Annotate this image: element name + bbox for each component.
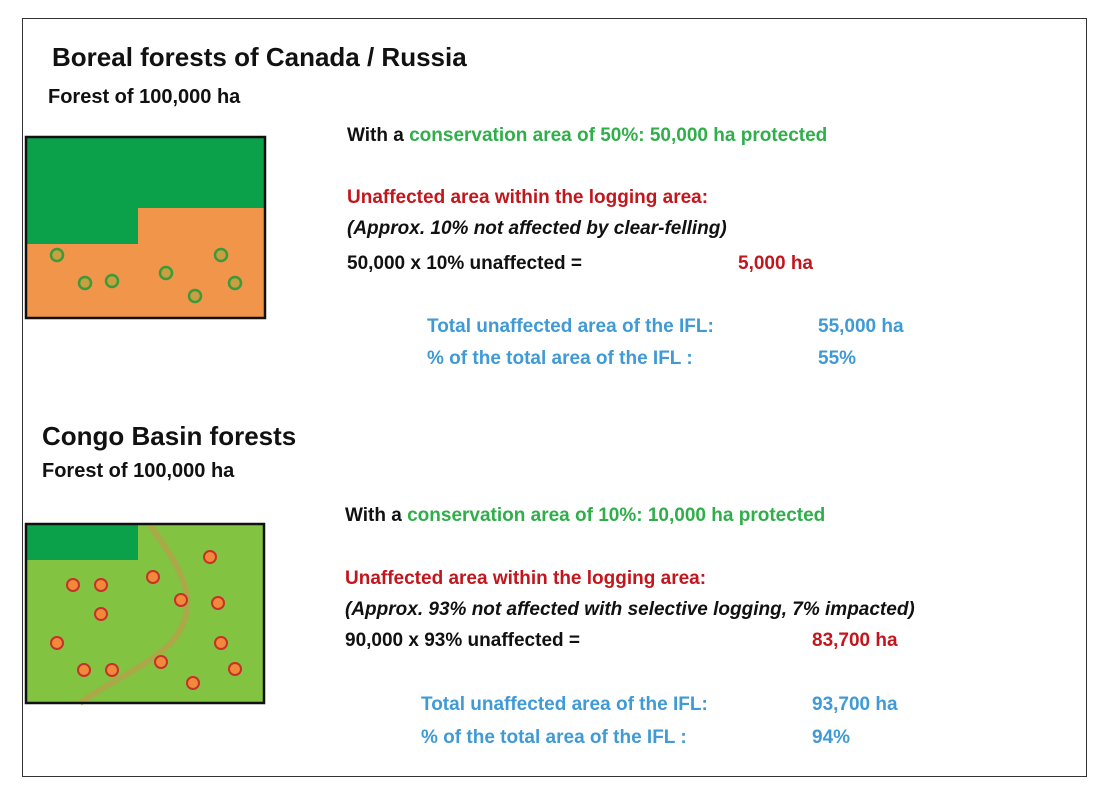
pct-value: 55% — [818, 348, 857, 369]
total-value: 93,700 ha — [812, 694, 898, 715]
calc-value: 5,000 ha — [738, 253, 813, 274]
pct-label: % of the total area of the IFL : — [421, 727, 687, 748]
section-subtitle: Forest of 100,000 ha — [42, 460, 235, 482]
total-label: Total unaffected area of the IFL: — [427, 316, 714, 337]
conservation-area — [27, 525, 138, 560]
conservation-line: With a conservation area of 50%: 50,000 … — [347, 126, 827, 145]
note: (Approx. 10% not affected by clear-felli… — [347, 218, 727, 239]
calc-label: 90,000 x 93% unaffected = — [345, 630, 580, 651]
conservation-prefix: With a — [345, 505, 402, 526]
map-border — [24, 135, 267, 320]
section-subtitle: Forest of 100,000 ha — [48, 86, 241, 108]
conservation-text: conservation area of 50%: 50,000 ha prot… — [409, 125, 828, 146]
note: (Approx. 93% not affected with selective… — [345, 599, 915, 620]
conservation-line: With a conservation area of 10%: 10,000 … — [345, 506, 825, 525]
pct-value: 94% — [812, 727, 851, 748]
conservation-text: conservation area of 10%: 10,000 ha prot… — [407, 505, 826, 526]
conservation-prefix: With a — [347, 125, 404, 146]
logging-road — [78, 523, 191, 706]
calc-label: 50,000 x 10% unaffected = — [347, 253, 582, 274]
impacted-patches — [50, 550, 242, 690]
unaffected-heading: Unaffected area within the logging area: — [347, 187, 709, 208]
conservation-area — [27, 138, 264, 244]
section-title: Boreal forests of Canada / Russia — [52, 42, 467, 72]
congo-map — [24, 522, 266, 706]
total-value: 55,000 ha — [818, 316, 904, 337]
boreal-map — [24, 135, 267, 320]
total-label: Total unaffected area of the IFL: — [421, 694, 708, 715]
section-title: Congo Basin forests — [42, 421, 297, 451]
map-border — [24, 522, 266, 705]
pct-label: % of the total area of the IFL : — [427, 348, 693, 369]
frame — [22, 18, 1087, 777]
unaffected-heading: Unaffected area within the logging area: — [345, 568, 707, 589]
unaffected-patches — [49, 247, 243, 304]
calc-value: 83,700 ha — [812, 630, 898, 651]
